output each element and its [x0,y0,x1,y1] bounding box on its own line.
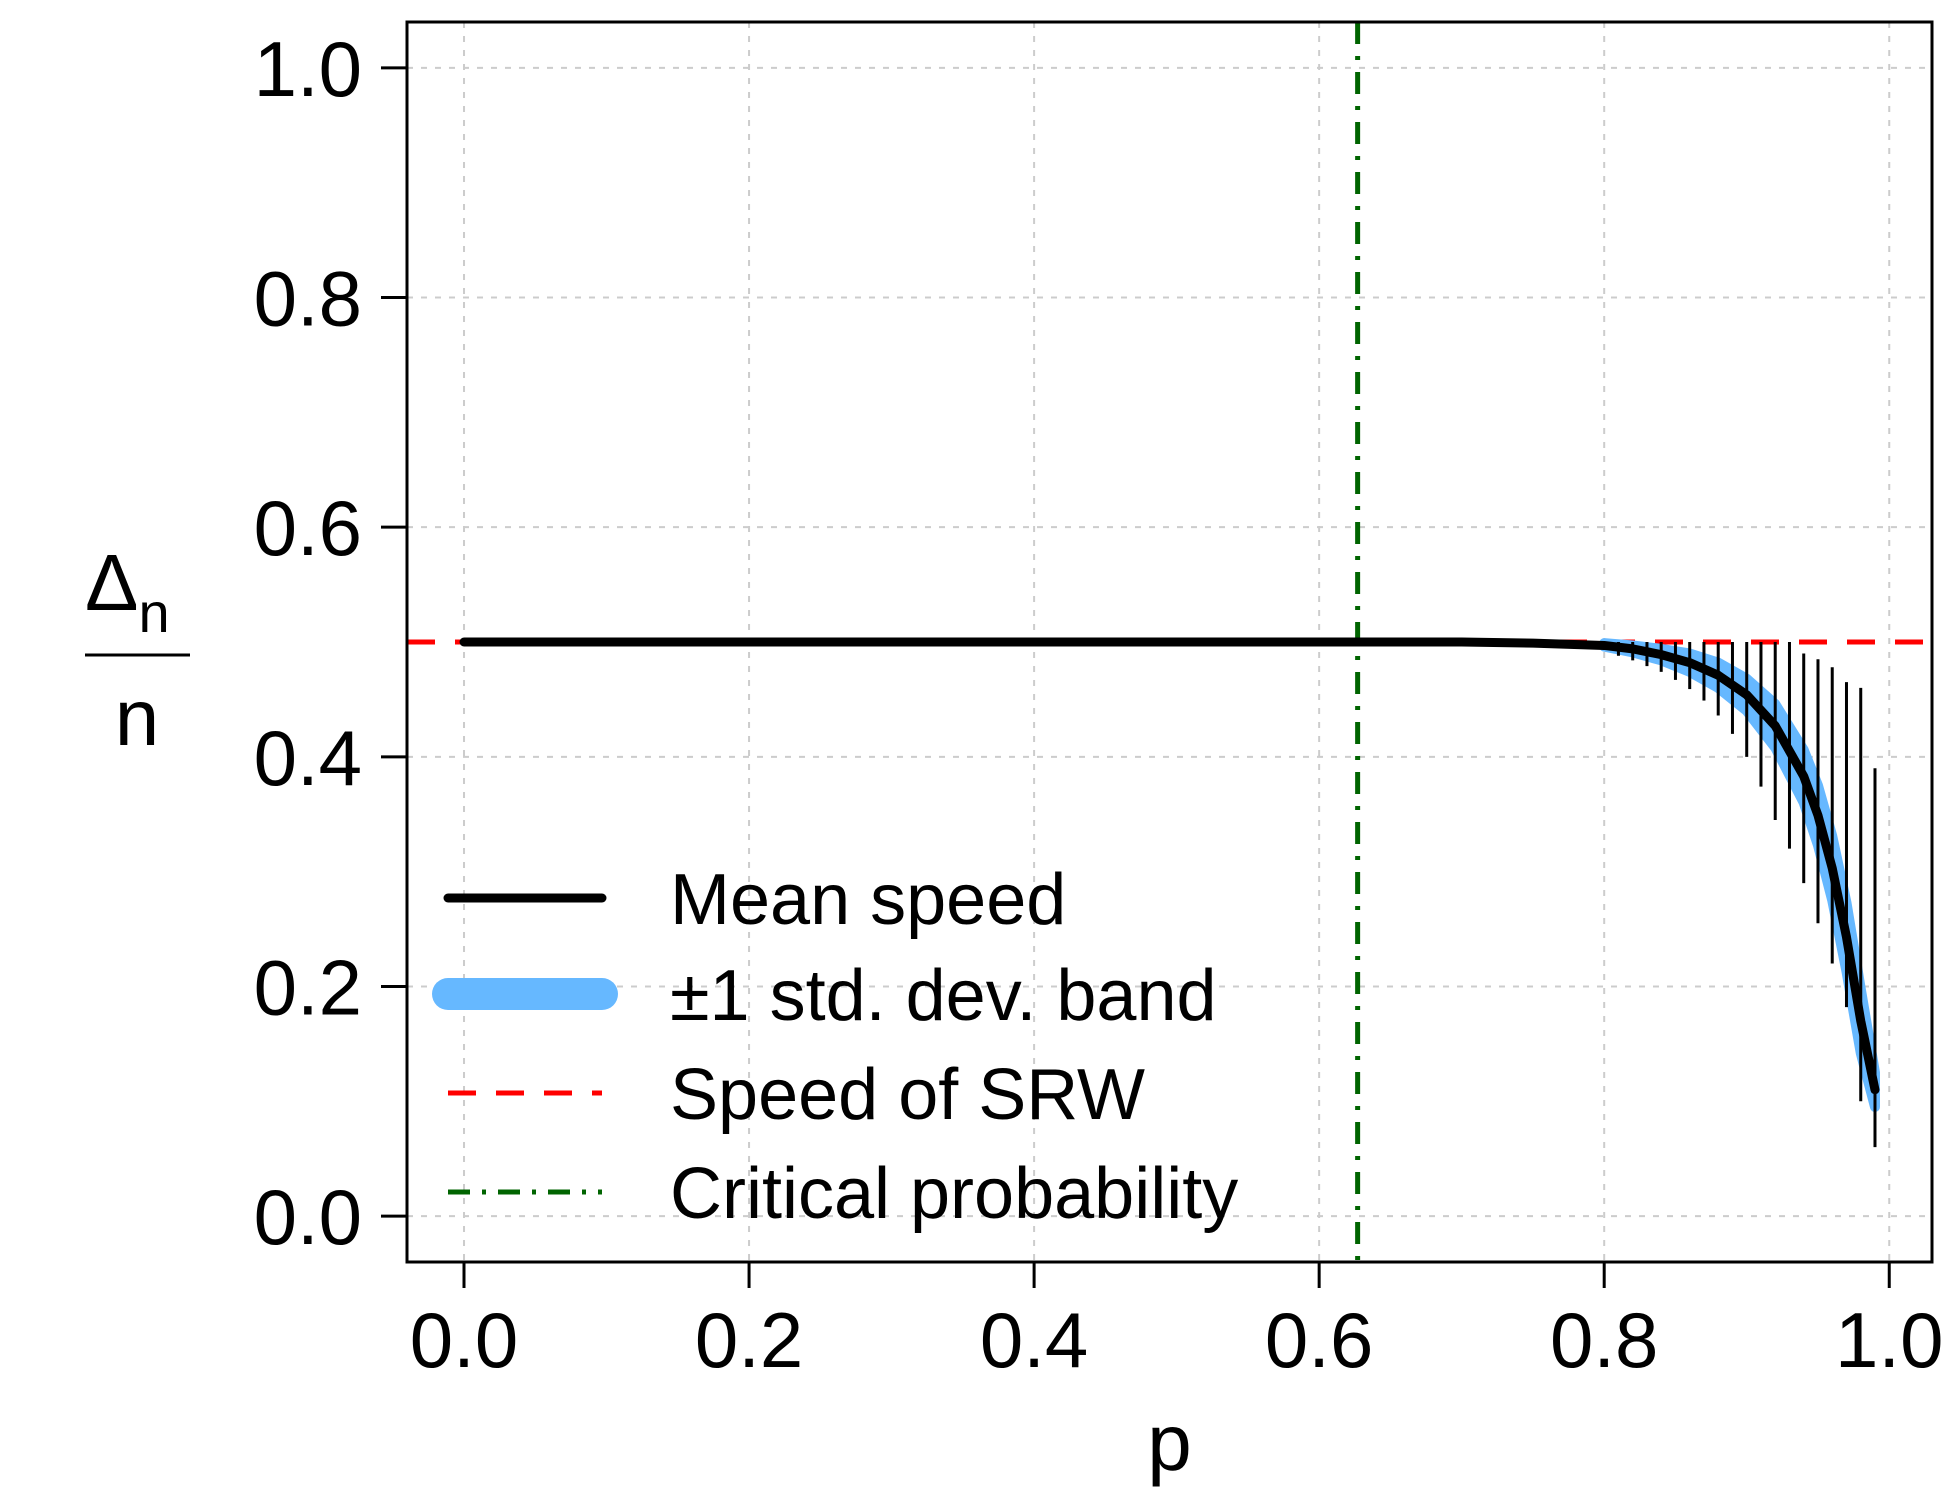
mean-speed-line [459,637,1880,1095]
y-tick-label: 0.6 [254,484,362,572]
y-tick-label: 0.8 [254,255,362,343]
y-axis-label: Δn n [85,538,190,762]
y-axis-label-numerator: Δn [85,538,170,644]
legend: Mean speed ±1 std. dev. band Speed of SRW C… [432,860,1238,1234]
x-tick-label: 0.2 [695,1296,803,1384]
x-axis-label: p [1147,1398,1192,1487]
legend-label: Critical probability [670,1154,1238,1234]
y-tick-label: 1.0 [254,25,362,113]
axes: 0.0 0.2 0.4 0.6 0.8 1.0 0.0 0.2 0.4 0.6 0.8 1.0 [254,25,1944,1384]
x-tick-label: 0.8 [1550,1296,1658,1384]
y-axis-label-delta: Δ [85,538,138,627]
mean-speed-layer [459,637,1880,1095]
x-tick-label: 1.0 [1835,1296,1943,1384]
y-tick-label: 0.0 [254,1173,362,1261]
legend-label: Speed of SRW [670,1055,1145,1135]
y-tick-label: 0.4 [254,714,362,802]
legend-label: ±1 std. dev. band [670,956,1217,1036]
y-axis-label-denominator: n [115,673,160,762]
x-tick-label: 0.0 [410,1296,518,1384]
y-tick-label: 0.2 [254,943,362,1031]
x-tick-label: 0.6 [1265,1296,1373,1384]
x-tick-label: 0.4 [980,1296,1088,1384]
y-axis-label-subscript: n [138,581,169,644]
legend-label: Mean speed [670,860,1066,940]
plot-frame [405,20,1934,1264]
